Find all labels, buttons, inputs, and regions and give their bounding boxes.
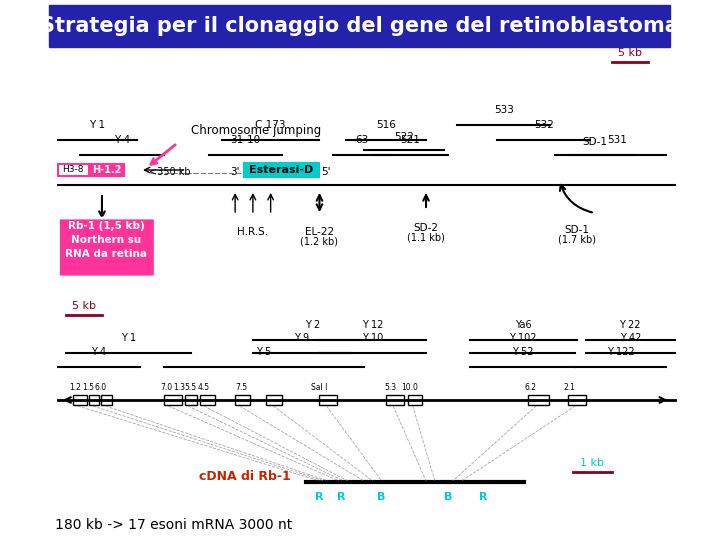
Text: 63: 63 [355,135,369,145]
Text: H-1.2: H-1.2 [93,165,122,175]
Text: 5.3: 5.3 [384,383,397,392]
Text: Y 10: Y 10 [362,333,383,343]
Text: Y 1: Y 1 [121,333,136,343]
Text: 4.5: 4.5 [198,383,210,392]
Text: Y 102: Y 102 [509,333,536,343]
Text: Y 4: Y 4 [114,135,130,145]
Text: Y 9: Y 9 [294,333,310,343]
FancyBboxPatch shape [58,218,156,277]
Bar [320,395,337,405]
Text: <350 kb: <350 kb [149,167,191,177]
Text: H.R.S.: H.R.S. [238,227,269,237]
Text: 6.2: 6.2 [525,383,537,392]
Text: Rb-1 (1,5 kb)
Northern su
RNA da retina: Rb-1 (1,5 kb) Northern su RNA da retina [66,221,148,259]
Bar [244,163,320,177]
Text: 1 kb: 1 kb [580,458,604,468]
Bar [235,395,251,405]
Text: Y 52: Y 52 [512,347,534,357]
Bar [91,164,124,176]
Text: 531: 531 [607,135,627,145]
Bar [101,395,112,405]
Bar [528,395,549,405]
Text: (1.7 kb): (1.7 kb) [558,235,596,245]
Text: C 173: C 173 [256,120,286,130]
Text: 5.5: 5.5 [185,383,197,392]
Bar [49,5,670,47]
Text: 532: 532 [534,120,554,130]
Bar [408,395,422,405]
Text: Strategia per il clonaggio del gene del retinoblastoma: Strategia per il clonaggio del gene del … [40,16,679,36]
Text: Y 42: Y 42 [619,333,641,343]
Text: Y 22: Y 22 [619,320,641,330]
Text: 5 kb: 5 kb [618,48,642,58]
Text: R: R [315,492,324,502]
Text: 6.0: 6.0 [94,383,107,392]
Text: 1.5: 1.5 [83,383,94,392]
Text: 7.0: 7.0 [161,383,173,392]
Bar [199,395,215,405]
Text: (1.2 kb): (1.2 kb) [300,237,338,247]
Text: 7.5: 7.5 [235,383,248,392]
Bar [73,395,87,405]
Text: Y 4: Y 4 [91,347,107,357]
Bar [386,395,404,405]
Text: 1.2: 1.2 [69,383,81,392]
Text: 5 kb: 5 kb [72,301,96,311]
Bar [58,164,89,176]
Text: SD-1: SD-1 [564,225,590,235]
Text: 521: 521 [400,135,420,145]
Text: 31-10: 31-10 [230,135,261,145]
Bar [568,395,586,405]
Text: Y 5: Y 5 [256,347,271,357]
Text: R: R [480,492,488,502]
Text: H3-8: H3-8 [62,165,84,174]
Bar [164,395,182,405]
Text: Y 2: Y 2 [305,320,320,330]
Text: Chromosome jumping: Chromosome jumping [191,124,321,137]
Text: 2.1: 2.1 [564,383,576,392]
Text: EL-22: EL-22 [305,227,334,237]
Text: cDNA di Rb-1: cDNA di Rb-1 [199,470,291,483]
Text: SD-1: SD-1 [582,137,607,147]
Text: B: B [377,492,386,502]
Text: B: B [444,492,452,502]
Text: 10.0: 10.0 [402,383,418,392]
Text: 3': 3' [230,167,240,177]
Text: 5': 5' [321,167,330,177]
Text: 533: 533 [494,105,513,115]
Text: Y 1: Y 1 [89,120,106,130]
Text: SD-2: SD-2 [413,223,438,233]
Bar [266,395,282,405]
Text: Esterasi-D: Esterasi-D [249,165,313,175]
Bar [184,395,197,405]
Text: R: R [338,492,346,502]
Text: Sal I: Sal I [311,383,328,392]
Text: 180 kb -> 17 esoni mRNA 3000 nt: 180 kb -> 17 esoni mRNA 3000 nt [55,518,292,532]
Text: (1.1 kb): (1.1 kb) [407,233,445,243]
Text: 1.3: 1.3 [174,383,185,392]
Text: Ya6: Ya6 [516,320,532,330]
Bar [89,395,99,405]
Text: Y 12: Y 12 [362,320,384,330]
Text: 516: 516 [376,120,396,130]
Text: 522: 522 [394,132,414,142]
Text: Y 122: Y 122 [607,347,634,357]
